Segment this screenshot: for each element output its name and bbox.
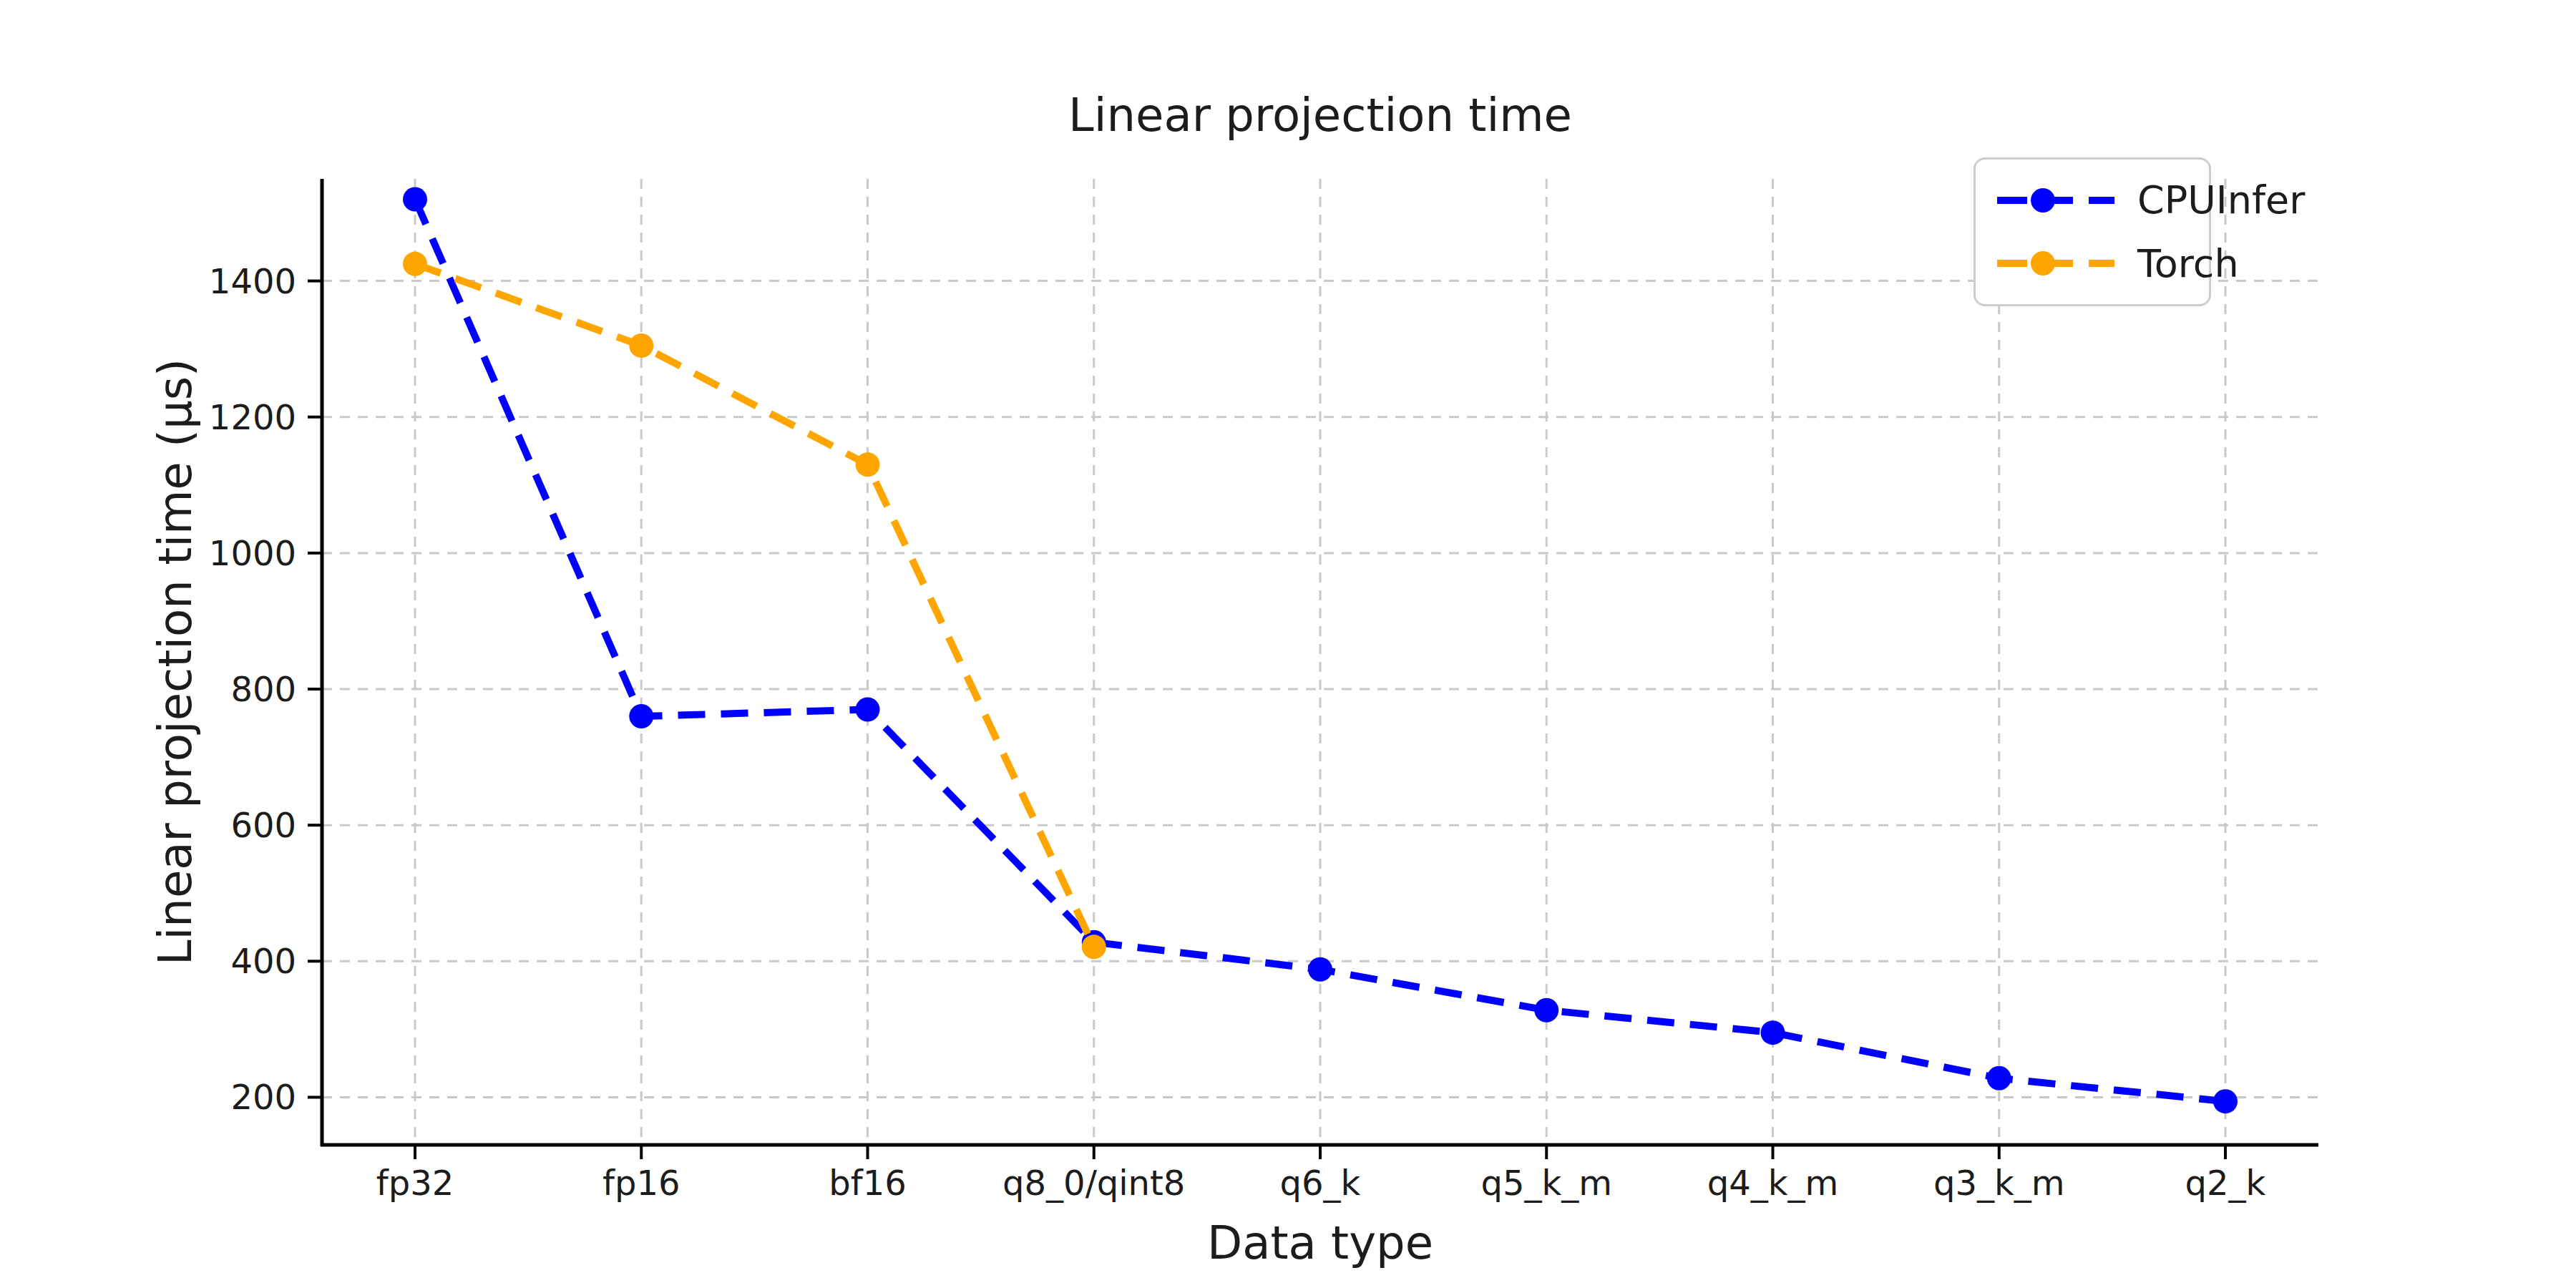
legend-line-sample-icon [1993, 246, 2119, 280]
x-tick-label: q5_k_m [1480, 1163, 1612, 1203]
chart-figure: Linear projection time 20040060080010001… [0, 0, 2576, 1288]
x-tick-label: fp32 [376, 1163, 454, 1203]
y-tick-label: 800 [230, 669, 296, 709]
data-point-torch [629, 333, 653, 358]
data-point-cpuinfer [2213, 1089, 2238, 1113]
data-point-cpuinfer [1987, 1066, 2011, 1091]
legend: CPUInfer Torch [1974, 157, 2211, 306]
data-point-torch [403, 252, 427, 276]
x-tick-label: q8_0/qint8 [1002, 1163, 1185, 1203]
data-point-cpuinfer [403, 187, 427, 212]
legend-line-sample-icon [1993, 183, 2119, 218]
legend-label: CPUInfer [2137, 177, 2305, 223]
data-point-torch [856, 452, 880, 477]
y-tick-label: 1000 [209, 533, 296, 573]
y-tick-label: 200 [230, 1077, 296, 1117]
x-tick-label: bf16 [829, 1163, 906, 1203]
data-point-cpuinfer [1761, 1020, 1785, 1045]
x-tick-label: q4_k_m [1707, 1163, 1839, 1203]
data-point-torch [1082, 935, 1106, 959]
y-tick-label: 1200 [209, 397, 296, 437]
x-tick-label: q3_k_m [1933, 1163, 2065, 1203]
x-tick-label: fp16 [602, 1163, 680, 1203]
x-tick-label: q2_k [2185, 1163, 2266, 1203]
y-axis-label: Linear projection time (μs) [149, 358, 202, 965]
y-tick-label: 1400 [209, 261, 296, 301]
y-tick-label: 400 [230, 941, 296, 981]
data-point-cpuinfer [856, 698, 880, 722]
y-tick-label: 600 [230, 805, 296, 845]
x-tick-label: q6_k [1280, 1163, 1361, 1203]
data-point-cpuinfer [1534, 998, 1558, 1023]
data-point-cpuinfer [629, 704, 653, 728]
legend-item-torch: Torch [1993, 241, 2209, 286]
legend-item-cpuinfer: CPUInfer [1993, 177, 2209, 223]
series-line-torch [415, 264, 1094, 947]
legend-label: Torch [2137, 241, 2239, 286]
x-axis-label: Data type [1207, 1216, 1433, 1269]
data-point-cpuinfer [1308, 957, 1332, 982]
